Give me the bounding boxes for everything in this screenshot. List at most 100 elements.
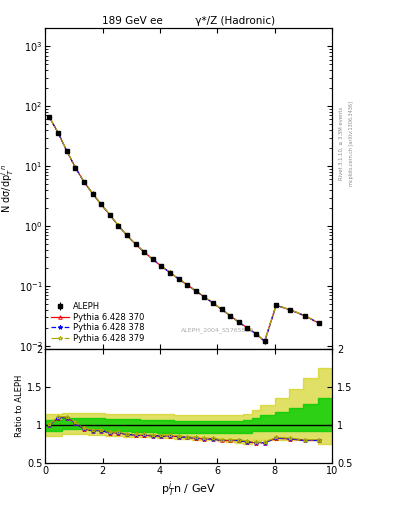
Pythia 6.428 370 [142,249,147,255]
Pythia 6.428 370 [168,269,173,275]
Pythia 6.428 370 [317,320,321,326]
Pythia 6.428 378 [159,263,164,269]
Y-axis label: N dσ/dp$_T^i$$^n$: N dσ/dp$_T^i$$^n$ [0,164,16,213]
Pythia 6.428 370 [245,325,250,331]
Pythia 6.428 378 [262,338,267,345]
Pythia 6.428 378 [99,201,103,207]
Pythia 6.428 370 [107,211,112,218]
Legend: ALEPH, Pythia 6.428 370, Pythia 6.428 378, Pythia 6.428 379: ALEPH, Pythia 6.428 370, Pythia 6.428 37… [50,301,146,345]
Pythia 6.428 370 [47,114,52,120]
Line: Pythia 6.428 378: Pythia 6.428 378 [48,115,321,344]
Pythia 6.428 379 [303,312,307,318]
Y-axis label: Ratio to ALEPH: Ratio to ALEPH [15,375,24,437]
Pythia 6.428 370 [116,223,121,229]
Pythia 6.428 370 [90,190,95,197]
Pythia 6.428 379 [228,312,233,318]
Pythia 6.428 379 [116,222,121,228]
Pythia 6.428 379 [99,201,103,207]
Text: ALEPH_2004_S5765862: ALEPH_2004_S5765862 [181,327,254,333]
Pythia 6.428 378 [116,223,121,229]
Pythia 6.428 379 [64,147,69,154]
Pythia 6.428 370 [211,300,215,306]
Pythia 6.428 378 [56,130,61,136]
Line: Pythia 6.428 379: Pythia 6.428 379 [48,115,321,343]
Pythia 6.428 378 [82,179,86,185]
Pythia 6.428 379 [159,263,164,269]
Pythia 6.428 379 [56,130,61,136]
Pythia 6.428 378 [142,249,147,255]
Pythia 6.428 379 [90,190,95,197]
Pythia 6.428 370 [176,276,181,282]
Pythia 6.428 378 [90,190,95,197]
Pythia 6.428 370 [185,282,189,288]
Pythia 6.428 379 [82,178,86,184]
Pythia 6.428 379 [202,294,207,300]
Pythia 6.428 370 [151,256,155,262]
Pythia 6.428 370 [99,201,103,207]
Pythia 6.428 370 [228,313,233,319]
Pythia 6.428 379 [176,275,181,282]
Pythia 6.428 370 [202,294,207,300]
Pythia 6.428 378 [193,288,198,294]
Pythia 6.428 378 [168,269,173,275]
Pythia 6.428 378 [245,325,250,331]
Pythia 6.428 370 [274,302,279,308]
Pythia 6.428 370 [303,313,307,319]
Pythia 6.428 370 [82,179,86,185]
Pythia 6.428 370 [159,263,164,269]
Pythia 6.428 370 [262,338,267,345]
Pythia 6.428 378 [73,164,78,170]
Pythia 6.428 378 [133,241,138,247]
Pythia 6.428 379 [262,338,267,344]
Pythia 6.428 378 [107,211,112,218]
Pythia 6.428 379 [237,319,241,325]
Pythia 6.428 379 [274,302,279,308]
Line: Pythia 6.428 370: Pythia 6.428 370 [48,116,321,343]
Pythia 6.428 370 [193,288,198,294]
Pythia 6.428 378 [47,114,52,120]
Pythia 6.428 370 [288,307,293,313]
Pythia 6.428 378 [274,302,279,308]
Pythia 6.428 378 [211,300,215,306]
Pythia 6.428 378 [303,313,307,319]
Pythia 6.428 378 [237,319,241,325]
Pythia 6.428 379 [254,330,259,336]
Pythia 6.428 378 [185,282,189,288]
Pythia 6.428 379 [47,114,52,120]
Pythia 6.428 370 [56,130,61,136]
Pythia 6.428 379 [193,288,198,294]
Pythia 6.428 378 [228,313,233,319]
Pythia 6.428 370 [64,148,69,154]
Pythia 6.428 378 [64,148,69,154]
Pythia 6.428 379 [142,249,147,255]
Pythia 6.428 370 [254,331,259,337]
Pythia 6.428 378 [219,306,224,312]
Pythia 6.428 378 [288,307,293,313]
Pythia 6.428 378 [317,320,321,326]
Pythia 6.428 370 [125,232,129,239]
Pythia 6.428 370 [219,306,224,312]
Pythia 6.428 379 [107,211,112,218]
Pythia 6.428 379 [133,241,138,247]
Pythia 6.428 379 [245,325,250,331]
Pythia 6.428 370 [237,319,241,325]
Title: 189 GeV ee          γ*/Z (Hadronic): 189 GeV ee γ*/Z (Hadronic) [102,16,275,26]
Pythia 6.428 379 [219,306,224,312]
Pythia 6.428 370 [133,241,138,247]
X-axis label: p$_T^i$n / GeV: p$_T^i$n / GeV [161,479,216,499]
Pythia 6.428 378 [202,294,207,300]
Pythia 6.428 378 [254,331,259,337]
Pythia 6.428 379 [185,282,189,288]
Pythia 6.428 378 [125,232,129,239]
Text: mcplots.cern.ch [arXiv:1306.3436]: mcplots.cern.ch [arXiv:1306.3436] [349,101,354,186]
Pythia 6.428 379 [211,300,215,306]
Text: Rivet 3.1.10, ≥ 3.3M events: Rivet 3.1.10, ≥ 3.3M events [339,106,344,180]
Pythia 6.428 378 [151,256,155,262]
Pythia 6.428 370 [73,164,78,170]
Pythia 6.428 379 [73,164,78,170]
Pythia 6.428 379 [168,269,173,275]
Pythia 6.428 378 [176,276,181,282]
Pythia 6.428 379 [317,320,321,326]
Pythia 6.428 379 [151,256,155,262]
Pythia 6.428 379 [125,232,129,238]
